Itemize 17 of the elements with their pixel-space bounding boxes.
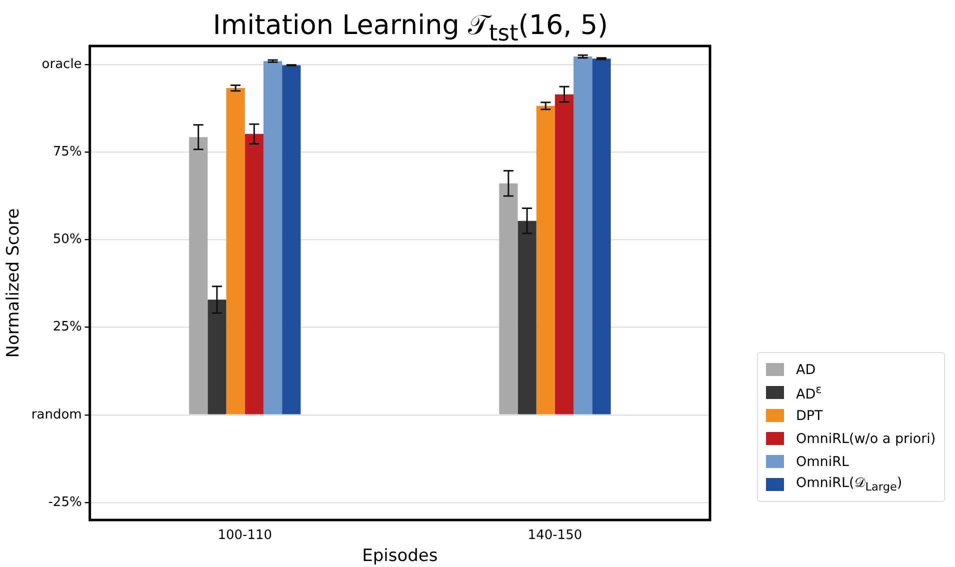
legend-label: OmniRL <box>796 454 849 470</box>
x-tick-label: 140-150 <box>528 528 582 544</box>
x-tick-label: 100-110 <box>218 528 272 544</box>
y-tick-label: -25% <box>48 494 82 510</box>
legend-label: DPT <box>796 408 823 424</box>
x-axis-title: Episodes <box>362 546 438 566</box>
chart-title: Imitation Learning 𝒯$_{tst}$(16, 5) <box>212 10 610 46</box>
legend-label: OmniRL(𝒟$_{Large}$) <box>796 475 902 494</box>
legend-label: AD <box>796 362 816 378</box>
y-tick-label: oracle <box>42 56 82 72</box>
legend-label: AD$^{ε}$ <box>796 382 822 402</box>
y-tick-label: 25% <box>52 320 82 335</box>
y-tick-label: random <box>31 407 82 422</box>
y-tick-label: 75% <box>52 144 82 160</box>
legend-label: OmniRL(w/o a priori) <box>796 430 936 446</box>
y-axis-title: Normalized Score <box>4 208 24 358</box>
y-tick-label: 50% <box>52 232 82 248</box>
